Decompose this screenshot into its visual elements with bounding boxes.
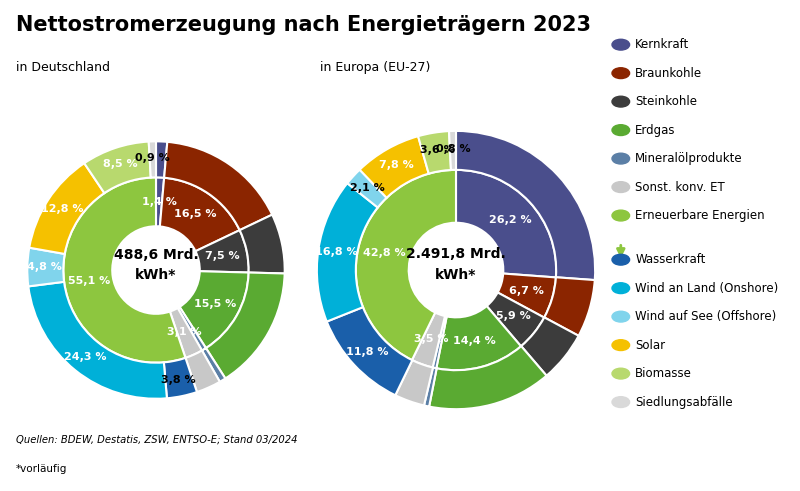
Text: Mineralölprodukte: Mineralölprodukte bbox=[635, 152, 743, 165]
Circle shape bbox=[612, 368, 630, 379]
Wedge shape bbox=[240, 215, 285, 273]
Wedge shape bbox=[170, 308, 202, 358]
Circle shape bbox=[612, 340, 630, 351]
Wedge shape bbox=[429, 346, 546, 409]
Circle shape bbox=[612, 254, 630, 265]
Wedge shape bbox=[436, 306, 521, 370]
Wedge shape bbox=[195, 230, 249, 273]
Circle shape bbox=[612, 397, 630, 408]
Wedge shape bbox=[63, 177, 186, 363]
Wedge shape bbox=[356, 170, 456, 360]
Wedge shape bbox=[424, 368, 437, 407]
Wedge shape bbox=[149, 141, 156, 178]
Wedge shape bbox=[412, 313, 445, 367]
Circle shape bbox=[612, 182, 630, 192]
Wedge shape bbox=[326, 307, 412, 395]
Text: Solar: Solar bbox=[635, 339, 666, 352]
Text: Quellen: BDEW, Destatis, ZSW, ENTSO-E; Stand 03/2024: Quellen: BDEW, Destatis, ZSW, ENTSO-E; S… bbox=[16, 435, 298, 444]
Text: 7,8 %: 7,8 % bbox=[379, 160, 414, 170]
Text: 8,5 %: 8,5 % bbox=[103, 159, 138, 169]
Text: 55,1 %: 55,1 % bbox=[67, 276, 110, 286]
Text: 26,2 %: 26,2 % bbox=[489, 215, 531, 225]
Circle shape bbox=[612, 153, 630, 164]
Text: Steinkohle: Steinkohle bbox=[635, 95, 698, 108]
Text: 12,8 %: 12,8 % bbox=[41, 204, 83, 214]
Circle shape bbox=[612, 125, 630, 136]
Text: 2.491,8 Mrd.
kWh*: 2.491,8 Mrd. kWh* bbox=[406, 247, 506, 282]
Wedge shape bbox=[156, 177, 164, 226]
Wedge shape bbox=[486, 293, 544, 346]
Text: 3,8 %: 3,8 % bbox=[162, 375, 196, 384]
Text: 42,8 %: 42,8 % bbox=[363, 248, 406, 258]
Text: 16,5 %: 16,5 % bbox=[174, 209, 216, 219]
Text: 0,8 %: 0,8 % bbox=[437, 144, 471, 154]
Text: Biomasse: Biomasse bbox=[635, 367, 692, 380]
Wedge shape bbox=[30, 163, 104, 254]
Wedge shape bbox=[317, 183, 378, 322]
Circle shape bbox=[612, 210, 630, 221]
Circle shape bbox=[612, 68, 630, 79]
Text: Wasserkraft: Wasserkraft bbox=[635, 253, 706, 266]
Wedge shape bbox=[186, 351, 220, 392]
Wedge shape bbox=[160, 178, 240, 251]
Wedge shape bbox=[418, 131, 451, 174]
Wedge shape bbox=[179, 271, 249, 348]
Wedge shape bbox=[178, 307, 206, 351]
Wedge shape bbox=[347, 170, 386, 208]
Text: Wind an Land (Onshore): Wind an Land (Onshore) bbox=[635, 282, 778, 295]
Text: Nettostromerzeugung nach Energieträgern 2023: Nettostromerzeugung nach Energieträgern … bbox=[16, 15, 591, 35]
Text: Kernkraft: Kernkraft bbox=[635, 38, 690, 51]
Text: 3,5 %: 3,5 % bbox=[414, 334, 448, 345]
Text: *vorläufig: *vorläufig bbox=[16, 464, 67, 474]
Circle shape bbox=[612, 39, 630, 50]
Wedge shape bbox=[84, 141, 150, 193]
Wedge shape bbox=[521, 317, 578, 376]
Circle shape bbox=[612, 96, 630, 107]
Wedge shape bbox=[164, 358, 197, 398]
Text: 6,7 %: 6,7 % bbox=[510, 286, 544, 296]
Text: 488,6 Mrd.
kWh*: 488,6 Mrd. kWh* bbox=[114, 247, 198, 282]
Text: Siedlungsabfälle: Siedlungsabfälle bbox=[635, 396, 733, 409]
Text: 5,9 %: 5,9 % bbox=[496, 311, 530, 322]
Circle shape bbox=[612, 283, 630, 294]
Wedge shape bbox=[395, 360, 433, 406]
Wedge shape bbox=[28, 282, 167, 399]
Text: Erneuerbare Energien: Erneuerbare Energien bbox=[635, 209, 765, 222]
Wedge shape bbox=[360, 136, 429, 198]
Wedge shape bbox=[202, 348, 226, 382]
Text: in Europa (EU-27): in Europa (EU-27) bbox=[320, 61, 430, 74]
Text: 16,8 %: 16,8 % bbox=[315, 246, 358, 257]
Text: Braunkohle: Braunkohle bbox=[635, 67, 702, 80]
Wedge shape bbox=[164, 142, 272, 230]
Wedge shape bbox=[433, 316, 446, 368]
Wedge shape bbox=[449, 131, 456, 170]
Wedge shape bbox=[27, 247, 65, 286]
Wedge shape bbox=[206, 273, 285, 379]
Wedge shape bbox=[544, 277, 594, 336]
Wedge shape bbox=[498, 273, 556, 318]
Text: 7,5 %: 7,5 % bbox=[206, 251, 240, 261]
Text: in Deutschland: in Deutschland bbox=[16, 61, 110, 74]
Circle shape bbox=[612, 311, 630, 322]
Text: 4,8 %: 4,8 % bbox=[26, 262, 62, 273]
Wedge shape bbox=[156, 141, 167, 178]
Text: 3,6 %: 3,6 % bbox=[420, 145, 454, 156]
Text: 14,4 %: 14,4 % bbox=[453, 336, 496, 347]
Wedge shape bbox=[456, 170, 556, 277]
Wedge shape bbox=[456, 131, 595, 280]
Text: 15,5 %: 15,5 % bbox=[194, 299, 237, 309]
Text: 1,4 %: 1,4 % bbox=[142, 197, 177, 207]
Text: 0,9 %: 0,9 % bbox=[135, 153, 170, 163]
Text: Wind auf See (Offshore): Wind auf See (Offshore) bbox=[635, 310, 777, 323]
Text: 2,1 %: 2,1 % bbox=[350, 183, 385, 193]
Text: 3,1 %: 3,1 % bbox=[166, 327, 202, 337]
Text: 11,8 %: 11,8 % bbox=[346, 347, 388, 357]
Text: Sonst. konv. ET: Sonst. konv. ET bbox=[635, 181, 725, 193]
Text: 24,3 %: 24,3 % bbox=[65, 352, 107, 362]
Text: Erdgas: Erdgas bbox=[635, 124, 676, 136]
